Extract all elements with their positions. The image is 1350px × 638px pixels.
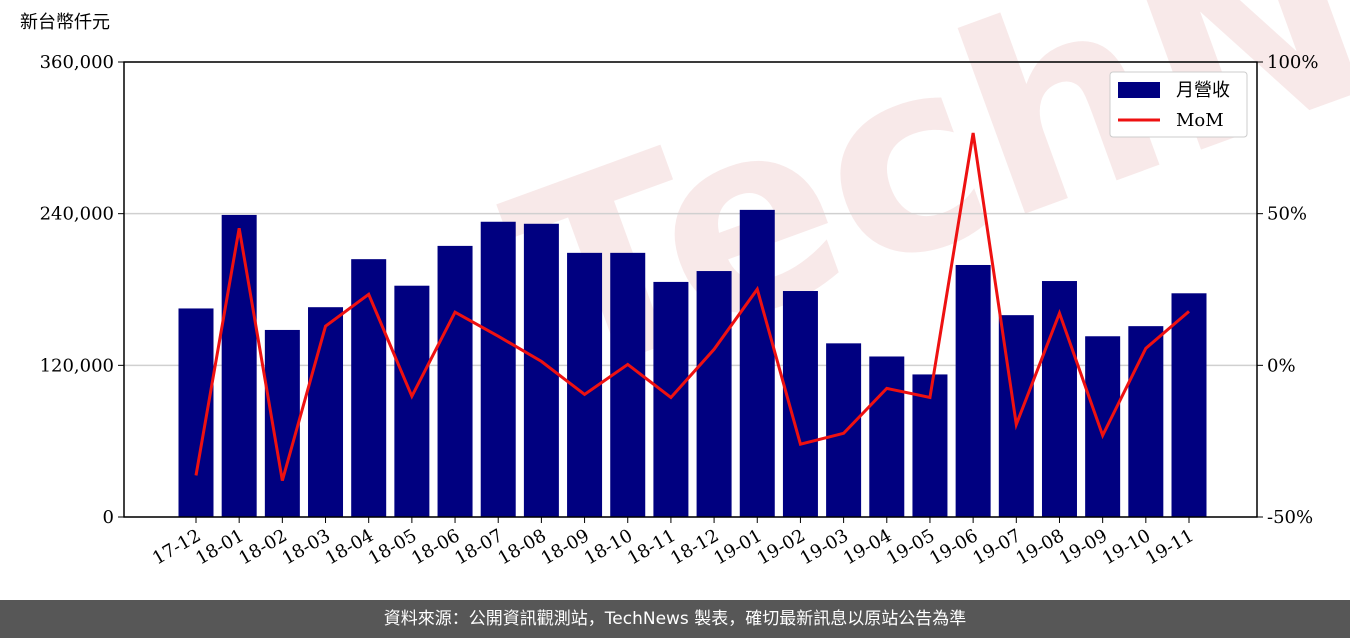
y2-tick-label: 100% — [1267, 52, 1318, 73]
bar — [1085, 336, 1121, 517]
y2-tick-label: -50% — [1267, 507, 1313, 528]
legend-swatch — [1118, 82, 1160, 98]
bar — [221, 214, 257, 518]
x-tick-label: 19-03 — [797, 525, 852, 569]
bar — [739, 209, 775, 517]
y-tick-label: 120,000 — [40, 355, 114, 376]
x-tick-label: 19-06 — [926, 525, 981, 569]
x-tick-label: 17-12 — [149, 525, 204, 569]
y-tick-label: 240,000 — [40, 204, 114, 225]
footer: 資料來源：公開資訊觀測站，TechNews 製表，確切最新訊息以原站公告為準 — [0, 600, 1350, 638]
x-tick-label: 18-01 — [192, 525, 247, 569]
bar — [610, 252, 646, 517]
x-tick-label: 18-05 — [365, 525, 420, 569]
x-tick-label: 18-12 — [667, 525, 722, 569]
bar — [696, 271, 732, 517]
bar — [1128, 326, 1164, 517]
x-tick-label: 19-07 — [969, 525, 1024, 569]
x-tick-label: 19-02 — [753, 525, 808, 569]
bar — [308, 307, 344, 517]
bar — [955, 264, 991, 517]
x-tick-label: 18-07 — [451, 525, 506, 569]
x-tick-label: 19-01 — [710, 525, 765, 569]
y2-tick-label: 0% — [1267, 355, 1296, 376]
x-tick-label: 18-08 — [494, 525, 549, 569]
legend-label: 月營收 — [1176, 80, 1230, 101]
x-tick-label: 18-03 — [279, 525, 334, 569]
plot-frame — [123, 61, 1258, 518]
x-tick-label: 18-02 — [235, 525, 290, 569]
x-tick-label: 19-09 — [1056, 525, 1111, 569]
bar — [869, 356, 905, 517]
x-tick-label: 19-08 — [1013, 525, 1068, 569]
x-tick-label: 19-04 — [840, 525, 895, 569]
x-tick-label: 18-10 — [581, 525, 636, 569]
bar — [1041, 281, 1077, 517]
x-tick-label: 18-06 — [408, 525, 463, 569]
x-tick-label: 19-05 — [883, 525, 938, 569]
y2-tick-label: 50% — [1267, 204, 1307, 225]
legend-label: MoM — [1176, 110, 1224, 131]
y-tick-label: 0 — [103, 507, 114, 528]
bar — [1171, 293, 1207, 517]
bar — [437, 245, 473, 518]
x-tick-label: 19-11 — [1142, 525, 1197, 569]
chart: TechNews 新台幣仟元 0120,000240,000360,000-50… — [20, 0, 1350, 569]
bar — [826, 343, 862, 517]
x-tick-label: 18-11 — [624, 525, 679, 569]
y-axis-label: 新台幣仟元 — [20, 12, 110, 33]
bar — [653, 281, 689, 517]
bar — [480, 221, 516, 517]
bar — [264, 329, 300, 517]
x-tick-label: 19-10 — [1099, 525, 1154, 569]
x-tick-label: 18-04 — [322, 525, 377, 569]
x-tick-label: 18-09 — [538, 525, 593, 569]
mom-line — [194, 132, 1190, 482]
y-tick-label: 360,000 — [40, 52, 114, 73]
bar — [394, 285, 430, 517]
